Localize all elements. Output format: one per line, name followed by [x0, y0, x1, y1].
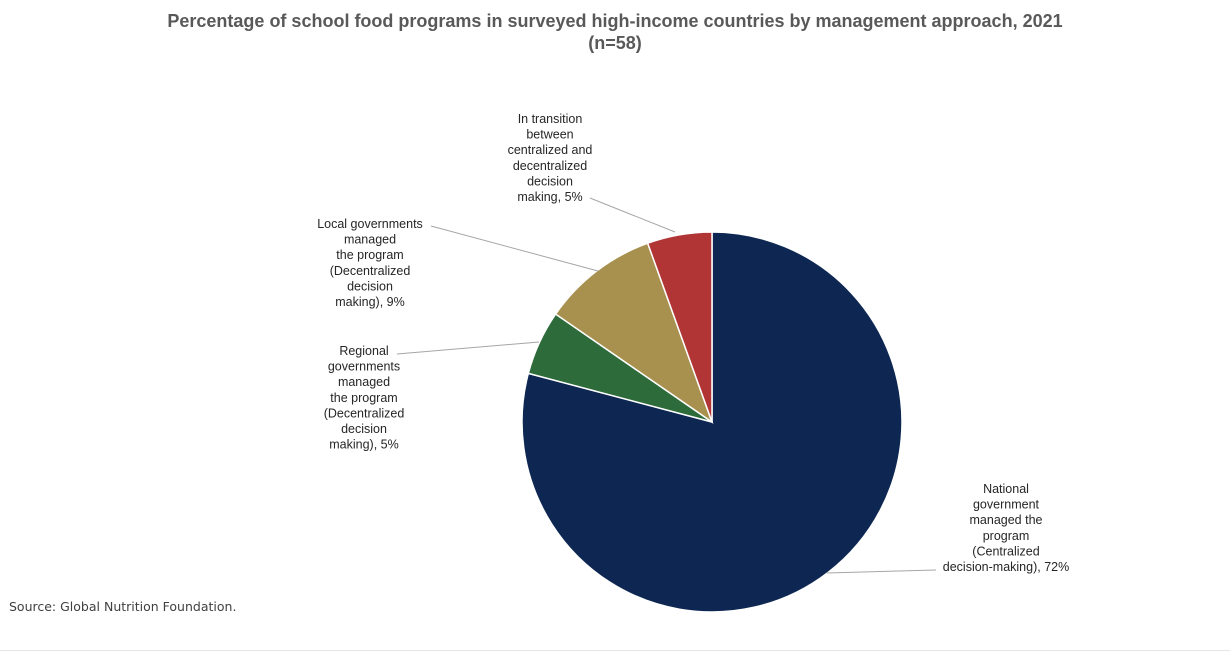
- leader-line-4: [589, 197, 676, 233]
- data-label-3-line: (Decentralized: [330, 264, 411, 278]
- data-label-1: National government managed the program (Cen…: [943, 482, 1069, 574]
- data-label-4-line: making, 5%: [517, 190, 582, 204]
- chart-title-line-2: (n=58): [588, 33, 642, 53]
- data-label-3: Local governments managed the program (Dece…: [317, 217, 423, 309]
- data-label-2-line: the program: [330, 391, 397, 405]
- data-label-2-line: Regional: [339, 344, 388, 358]
- data-label-2-line: decision: [341, 422, 387, 436]
- source-note: Source: Global Nutrition Foundation.: [9, 599, 237, 614]
- data-label-4-line: decision: [527, 174, 573, 188]
- data-label-2-line: (Decentralized: [324, 406, 405, 420]
- data-label-4-line: centralized and: [508, 143, 593, 157]
- data-label-2-line: governments: [328, 360, 400, 374]
- data-label-1-line: government: [973, 498, 1040, 512]
- data-label-4-line: In transition: [518, 112, 583, 126]
- data-label-3-line: the program: [336, 248, 403, 262]
- data-label-1-line: program: [983, 529, 1030, 543]
- data-label-2-line: managed: [338, 375, 390, 389]
- data-label-4-line: decentralized: [513, 159, 587, 173]
- chart-title: Percentage of school food programs in su…: [0, 10, 1230, 54]
- data-label-4-line: between: [526, 128, 573, 142]
- data-label-1-line: (Centralized: [972, 544, 1039, 558]
- data-label-2: Regional governments managed the program (De…: [324, 344, 405, 452]
- leader-line-1: [826, 569, 937, 574]
- data-label-1-line: managed the: [970, 513, 1043, 527]
- pie-slice-3: [554, 242, 714, 424]
- data-label-3-line: Local governments: [317, 217, 423, 231]
- data-label-2-line: making), 5%: [329, 438, 398, 452]
- data-label-1-line: decision-making), 72%: [943, 560, 1069, 574]
- leader-line-3: [430, 225, 599, 272]
- data-label-3-line: managed: [344, 233, 396, 247]
- leader-line-2: [396, 341, 540, 355]
- data-label-3-line: making), 9%: [335, 295, 404, 309]
- data-label-3-line: decision: [347, 279, 393, 293]
- data-label-1-line: National: [983, 482, 1029, 496]
- bottom-divider: [0, 650, 1230, 651]
- data-label-4: In transition between centralized and decen…: [508, 112, 593, 204]
- pie-slice-4: [646, 231, 713, 423]
- chart-title-line-1: Percentage of school food programs in su…: [167, 11, 1063, 31]
